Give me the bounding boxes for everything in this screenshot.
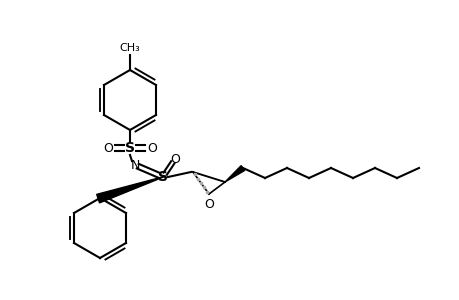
Text: O: O — [147, 142, 157, 154]
Text: S: S — [157, 170, 168, 184]
Polygon shape — [224, 166, 244, 182]
Text: O: O — [103, 142, 113, 154]
Text: S: S — [125, 141, 134, 155]
Text: O: O — [204, 197, 213, 211]
Polygon shape — [96, 176, 166, 203]
Text: O: O — [170, 152, 179, 166]
Text: CH₃: CH₃ — [119, 43, 140, 53]
Text: N: N — [130, 158, 140, 172]
